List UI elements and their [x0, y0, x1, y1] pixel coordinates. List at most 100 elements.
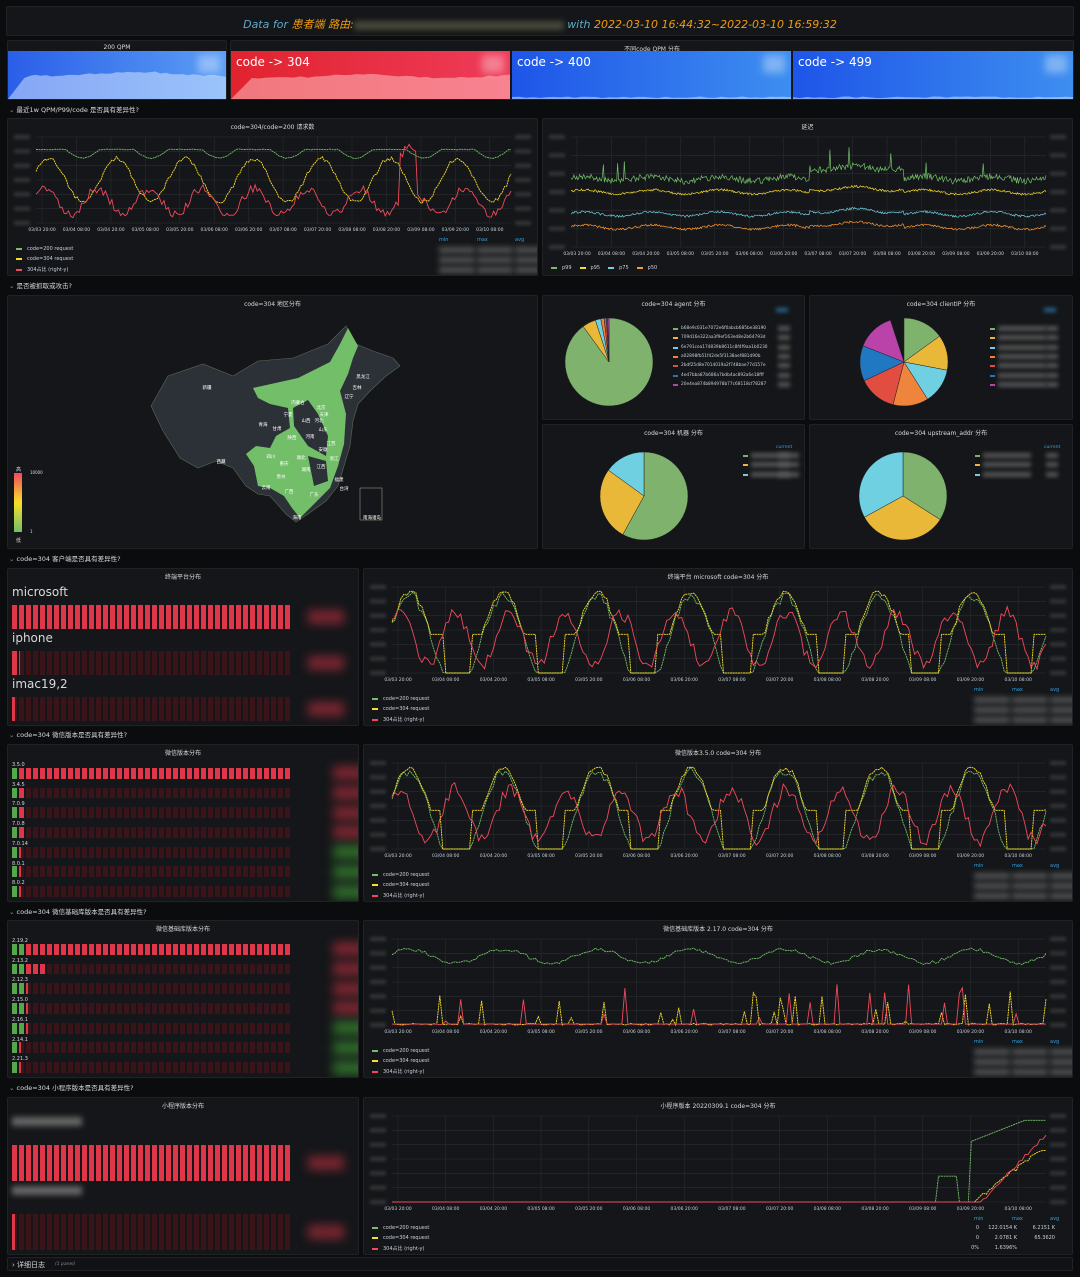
panel-baselib-version[interactable]: 微信基础库版本 2.17.0 code=304 分布 03/03 20:00 03/…: [363, 920, 1073, 1078]
row-title[interactable]: code=304 微信基础库版本是否具有差异性?: [9, 906, 147, 916]
gauge-row[interactable]: 2.15.0: [8, 996, 358, 1016]
gauge-row[interactable]: [8, 1183, 358, 1252]
legend-item[interactable]: p99: [551, 265, 572, 271]
stat-200-qpm[interactable]: [8, 51, 226, 99]
gauge-fill: [12, 605, 290, 629]
gauge-row[interactable]: 2.13.2: [8, 957, 358, 977]
legend-item[interactable]: code=200 request: [372, 1048, 429, 1054]
gauge-row[interactable]: 2.16.1: [8, 1016, 358, 1036]
x-tick-label: 03/03 20:00: [384, 1029, 412, 1035]
panel-pie[interactable]: code=304 agent 分布 b68e9c031e7072e6f0abcb6…: [542, 295, 805, 420]
legend-label[interactable]: 2bdf25d8e7014019a2f748bae77d157e: [681, 363, 766, 369]
gauge-row[interactable]: 2.12.3: [8, 976, 358, 996]
legend-item[interactable]: 304占比 (right-y): [372, 716, 424, 723]
legend-label[interactable]: b68e9c031e7072e6f0abcb685be38190: [681, 326, 767, 331]
legend-label[interactable]: 6e791cea174839b8611c8f4f9aa1b0230: [681, 344, 768, 350]
gauge-row[interactable]: iphone: [8, 631, 358, 677]
x-tick-label: 03/07 20:00: [766, 853, 794, 859]
gauge-row[interactable]: microsoft: [8, 585, 358, 631]
redacted-y-tick-right: [1050, 585, 1066, 589]
gauge-row[interactable]: [8, 1114, 358, 1183]
legend-item[interactable]: 304占比 (right-y): [372, 1245, 424, 1252]
panel-region-map[interactable]: code=304 地区分布 新疆 西藏 青海 甘肃 宁夏 内蒙古 北京 天津 辽宁 吉林 黑龙江 河北山…: [7, 295, 538, 549]
row-title[interactable]: 最近1w QPM/P99/code 是否具有差异性?: [9, 104, 139, 114]
redacted-y-tick: [370, 775, 386, 780]
heat-legend-high: 高: [16, 466, 21, 473]
panel-pie[interactable]: code=304 clientIP 分布: [809, 295, 1073, 420]
legend-label[interactable]: 4ed7bba87b686a7bdb4ac892a6e18fff: [681, 372, 764, 378]
x-tick-label: 03/08 20:00: [373, 227, 401, 233]
row-title[interactable]: code=304 微信版本是否具有差异性?: [9, 729, 128, 739]
row-title[interactable]: 是否被抓取或攻击?: [9, 280, 72, 290]
stat-code-304[interactable]: code -> 304: [231, 51, 510, 99]
panel-pie[interactable]: code=304 机器 分布 current: [542, 424, 805, 549]
panel-latency[interactable]: 延迟 03/03 20:00 03/04 08:00 03/04 20:00 03/05…: [542, 118, 1073, 276]
province-label: 宁夏: [284, 411, 293, 418]
panel-pie[interactable]: code=304 upstream_addr 分布 current: [809, 424, 1073, 549]
panel-req-ratio[interactable]: code=304/code=200 请求数 03/03 20:00 03/04 08…: [7, 118, 538, 276]
row-title[interactable]: code=304 小程序版本是否具有差异性?: [9, 1082, 134, 1092]
legend-label[interactable]: a02898fb51f42de5f3138aef881d90b: [681, 353, 761, 359]
panel-bar-gauge[interactable]: 微信基础库版本分布 2.19.2 2.13.2 2.12.3 2.15.0 2.16.1 2…: [7, 920, 359, 1078]
gauge-row[interactable]: 7.0.9: [8, 800, 358, 820]
legend-item[interactable]: code=304 request: [372, 882, 429, 888]
legend-item[interactable]: 304占比 (right-y): [372, 892, 424, 899]
stat-code-400[interactable]: code -> 400: [512, 51, 791, 99]
row-detail-logs[interactable]: › 详细日志 (1 panel): [7, 1257, 1073, 1271]
gauge-row[interactable]: 3.5.0: [8, 761, 358, 781]
gauge-row[interactable]: 7.0.14: [8, 840, 358, 860]
redacted-y-tick-right: [515, 163, 531, 168]
panel-title: code=304 地区分布: [244, 301, 301, 308]
redacted-y-tick-right: [1050, 1171, 1066, 1176]
legend-col-header: max: [477, 237, 488, 243]
stat-code-499[interactable]: code -> 499: [793, 51, 1073, 99]
panel-bar-gauge[interactable]: 终端平台分布 microsoft iphone imac19,2: [7, 568, 359, 726]
panel-platform-microsoft[interactable]: 终端平台 microsoft code=304 分布 03/03 20:00 03/…: [363, 568, 1073, 726]
gauge-row[interactable]: 2.19.2: [8, 937, 358, 957]
panel-wechat-version[interactable]: 微信版本3.5.0 code=304 分布 03/03 20:00 03/04 08…: [363, 744, 1073, 902]
legend-item[interactable]: code=304 request: [372, 1058, 429, 1064]
series-line: [391, 605, 1047, 671]
panel-bar-gauge[interactable]: 微信版本分布 3.5.0 3.4.5 7.0.9 7.0.8 7.0.14 8.0.1 8.0…: [7, 744, 359, 902]
legend-item[interactable]: 304占比 (right-y): [16, 266, 68, 273]
gauge-row[interactable]: 2.14.1: [8, 1036, 358, 1056]
x-tick-label: 03/09 08:00: [909, 853, 937, 859]
x-tick-label: 03/04 20:00: [480, 677, 508, 683]
legend-label[interactable]: 709d16e322aa3f9ef163ed8e2b64793d: [681, 335, 766, 341]
row-title[interactable]: code=304 客户端是否具有差异性?: [9, 553, 121, 563]
gauge-fill: [26, 983, 28, 995]
legend-item[interactable]: code=200 request: [372, 696, 429, 702]
gauge-row[interactable]: 7.0.8: [8, 820, 358, 840]
panel-bar-gauge[interactable]: 小程序版本分布: [7, 1097, 359, 1255]
gauge-threshold-segment: [12, 963, 26, 975]
legend-item[interactable]: code=304 request: [372, 706, 429, 712]
legend-item[interactable]: p50: [636, 265, 657, 271]
gauge-row[interactable]: imac19,2: [8, 677, 358, 723]
redacted-y-tick-right: [1050, 789, 1066, 794]
redacted-legend-value: [778, 372, 790, 378]
gauge-row[interactable]: 8.0.1: [8, 860, 358, 880]
legend-item[interactable]: code=200 request: [372, 872, 429, 878]
legend-col-header: min: [974, 1039, 984, 1045]
gauge-label: 2.15.0: [12, 997, 28, 1004]
legend-item[interactable]: code=200 request: [16, 246, 73, 252]
redacted-y-tick: [370, 832, 386, 837]
gauge-row[interactable]: 2.21.3: [8, 1055, 358, 1075]
series-line: [570, 184, 1047, 196]
legend-item[interactable]: code=304 request: [16, 256, 73, 262]
legend-item[interactable]: p95: [579, 265, 600, 271]
legend-swatch: [990, 337, 995, 340]
x-tick-label: 03/03 20:00: [384, 1206, 412, 1212]
legend-item[interactable]: 304占比 (right-y): [372, 1068, 424, 1075]
legend-item[interactable]: code=200 request: [372, 1225, 429, 1231]
panel-app-version[interactable]: 小程序版本 20220309.1 code=304 分布 03/03 20:00 0…: [363, 1097, 1073, 1255]
redacted-y-tick: [370, 937, 386, 941]
gauge-row[interactable]: 8.0.2: [8, 879, 358, 899]
legend-label[interactable]: 20e4ea874b894978b77c68118cf78287: [681, 381, 767, 387]
redacted-y-tick-right: [1050, 642, 1066, 647]
redacted-gauge-value: [308, 702, 344, 717]
province-label: 新疆: [203, 384, 212, 391]
gauge-row[interactable]: 3.4.5: [8, 781, 358, 801]
legend-item[interactable]: p75: [608, 265, 629, 271]
legend-item[interactable]: code=304 request: [372, 1235, 429, 1241]
